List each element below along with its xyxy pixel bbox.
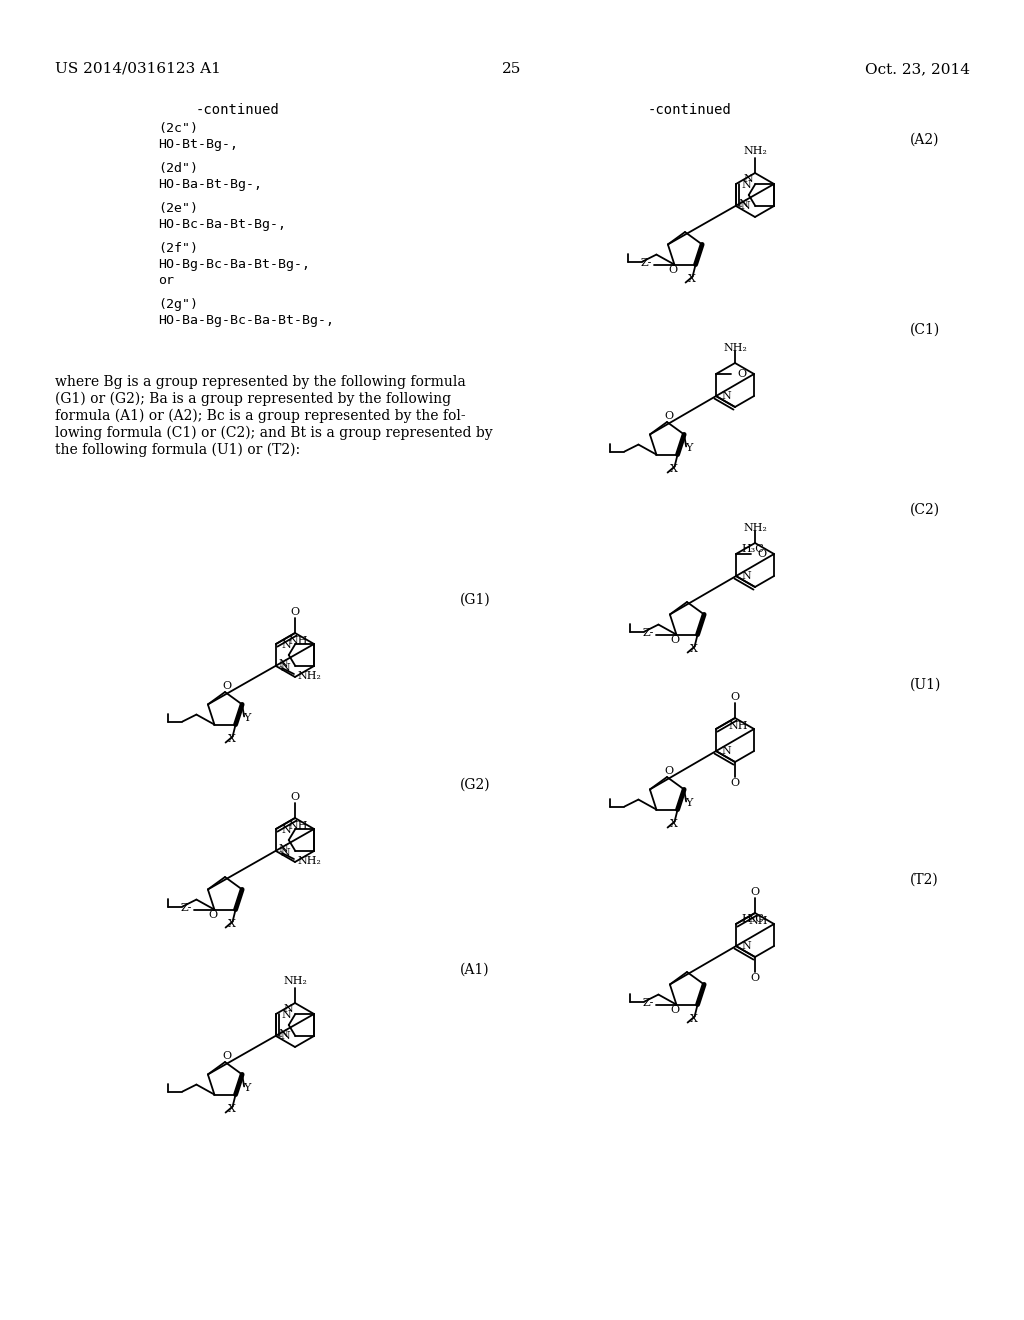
Text: X: X — [227, 734, 236, 743]
Text: HO-Bg-Bc-Ba-Bt-Bg-,: HO-Bg-Bc-Ba-Bt-Bg-, — [158, 257, 310, 271]
Text: N: N — [284, 1005, 294, 1014]
Text: X: X — [670, 463, 678, 474]
Text: NH: NH — [289, 821, 308, 832]
Text: N: N — [281, 1031, 291, 1041]
Text: HO-Ba-Bg-Bc-Ba-Bt-Bg-,: HO-Ba-Bg-Bc-Ba-Bt-Bg-, — [158, 314, 334, 327]
Text: N: N — [742, 941, 752, 950]
Text: (C1): (C1) — [910, 323, 940, 337]
Text: X: X — [227, 1104, 236, 1114]
Text: (C2): (C2) — [910, 503, 940, 517]
Text: N: N — [282, 1010, 292, 1020]
Text: (U1): (U1) — [910, 678, 941, 692]
Text: H₃C: H₃C — [741, 913, 764, 924]
Text: O: O — [665, 766, 674, 776]
Text: where Bg is a group represented by the following formula: where Bg is a group represented by the f… — [55, 375, 466, 389]
Text: O: O — [222, 681, 231, 690]
Text: X: X — [670, 818, 678, 829]
Text: Y: Y — [244, 1084, 251, 1093]
Text: H₃C: H₃C — [741, 544, 764, 554]
Text: Y: Y — [244, 713, 251, 723]
Text: or: or — [158, 275, 174, 286]
Text: X: X — [688, 273, 695, 284]
Text: Y: Y — [685, 444, 693, 454]
Text: (A2): (A2) — [910, 133, 939, 147]
Text: 25: 25 — [503, 62, 521, 77]
Text: N: N — [722, 391, 732, 401]
Text: Y: Y — [685, 799, 693, 808]
Text: N: N — [722, 746, 732, 756]
Text: N: N — [281, 663, 291, 673]
Text: NH₂: NH₂ — [283, 975, 307, 986]
Text: (2d"): (2d") — [158, 162, 198, 176]
Text: formula (A1) or (A2); Bc is a group represented by the fol-: formula (A1) or (A2); Bc is a group repr… — [55, 409, 466, 424]
Text: N: N — [744, 174, 754, 183]
Text: NH₂: NH₂ — [298, 671, 322, 681]
Text: O: O — [222, 1051, 231, 1061]
Text: NH: NH — [729, 721, 749, 731]
Text: Z-: Z- — [643, 998, 654, 1007]
Text: O: O — [730, 692, 739, 702]
Text: (2f"): (2f") — [158, 242, 198, 255]
Text: O: O — [665, 411, 674, 421]
Text: N: N — [279, 659, 289, 669]
Text: -continued: -continued — [196, 103, 279, 117]
Text: (A1): (A1) — [460, 964, 489, 977]
Text: NH₂: NH₂ — [743, 147, 767, 156]
Text: NH: NH — [749, 916, 768, 927]
Text: NH₂: NH₂ — [723, 343, 746, 352]
Text: HO-Bt-Bg-,: HO-Bt-Bg-, — [158, 139, 238, 150]
Text: (2e"): (2e") — [158, 202, 198, 215]
Text: O: O — [751, 887, 760, 898]
Text: N: N — [742, 572, 752, 581]
Text: O: O — [751, 973, 760, 983]
Text: N: N — [282, 640, 292, 649]
Text: HO-Ba-Bt-Bg-,: HO-Ba-Bt-Bg-, — [158, 178, 262, 191]
Text: -continued: -continued — [648, 103, 732, 117]
Text: (T2): (T2) — [910, 873, 939, 887]
Text: O: O — [291, 607, 300, 616]
Text: N: N — [279, 843, 289, 854]
Text: lowing formula (C1) or (C2); and Bt is a group represented by: lowing formula (C1) or (C2); and Bt is a… — [55, 426, 493, 441]
Text: N: N — [738, 199, 749, 209]
Text: X: X — [689, 644, 697, 653]
Text: O: O — [291, 792, 300, 803]
Text: (2g"): (2g") — [158, 298, 198, 312]
Text: the following formula (U1) or (T2):: the following formula (U1) or (T2): — [55, 444, 300, 458]
Text: NH₂: NH₂ — [298, 855, 322, 866]
Text: (G2): (G2) — [460, 777, 490, 792]
Text: Z-: Z- — [181, 903, 193, 912]
Text: N: N — [741, 180, 752, 190]
Text: O: O — [757, 549, 766, 558]
Text: X: X — [227, 919, 236, 928]
Text: O: O — [669, 264, 678, 275]
Text: N: N — [281, 847, 291, 858]
Text: N: N — [279, 1030, 289, 1039]
Text: (G1): (G1) — [460, 593, 490, 607]
Text: Z-: Z- — [643, 627, 654, 638]
Text: HO-Bc-Ba-Bt-Bg-,: HO-Bc-Ba-Bt-Bg-, — [158, 218, 286, 231]
Text: O: O — [671, 1005, 680, 1015]
Text: NH₂: NH₂ — [743, 523, 767, 533]
Text: O: O — [209, 909, 217, 920]
Text: N: N — [282, 825, 292, 836]
Text: O: O — [730, 777, 739, 788]
Text: N: N — [741, 201, 751, 211]
Text: (G1) or (G2); Ba is a group represented by the following: (G1) or (G2); Ba is a group represented … — [55, 392, 452, 407]
Text: US 2014/0316123 A1: US 2014/0316123 A1 — [55, 62, 221, 77]
Text: O: O — [737, 370, 746, 379]
Text: NH: NH — [289, 636, 308, 645]
Text: X: X — [689, 1014, 697, 1023]
Text: Oct. 23, 2014: Oct. 23, 2014 — [865, 62, 970, 77]
Text: O: O — [671, 635, 680, 644]
Text: Z-: Z- — [641, 257, 652, 268]
Text: (2c"): (2c") — [158, 121, 198, 135]
